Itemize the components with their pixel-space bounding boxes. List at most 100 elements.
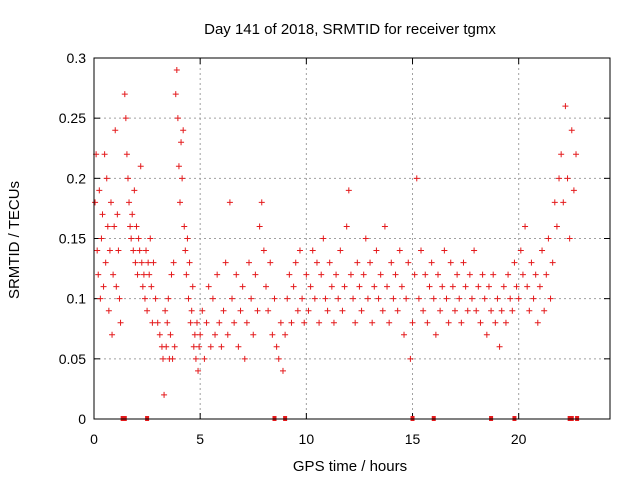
x-tick-label: 5 [196, 431, 204, 447]
data-point [152, 295, 159, 302]
data-point [573, 151, 580, 158]
data-point [167, 331, 174, 338]
data-point [101, 151, 108, 158]
data-point [301, 319, 308, 326]
data-point [322, 295, 329, 302]
data-point [526, 307, 533, 314]
data-point [367, 259, 374, 266]
data-point [384, 283, 391, 290]
data-point [231, 319, 238, 326]
y-axis-label: SRMTID / TECUs [6, 181, 23, 299]
grid-lines [94, 58, 610, 419]
data-point [133, 223, 140, 230]
data-point [560, 199, 567, 206]
data-point [488, 307, 495, 314]
data-point [407, 355, 414, 362]
data-point [341, 283, 348, 290]
data-point [116, 295, 123, 302]
data-point [288, 319, 295, 326]
data-point [265, 307, 272, 314]
y-tick-label: 0.25 [59, 110, 86, 126]
data-point [99, 211, 106, 218]
data-point [568, 127, 575, 134]
x-tick-label: 10 [299, 431, 315, 447]
data-point [350, 295, 357, 302]
data-point [354, 259, 361, 266]
data-point [394, 307, 401, 314]
data-point [471, 247, 478, 254]
data-point [437, 307, 444, 314]
data-point [517, 247, 524, 254]
data-point [449, 283, 456, 290]
data-point [530, 295, 537, 302]
data-point [248, 295, 255, 302]
data-point [147, 235, 154, 242]
data-point [439, 283, 446, 290]
data-point [267, 259, 274, 266]
data-point [462, 283, 469, 290]
data-point [107, 199, 114, 206]
data-point [128, 235, 135, 242]
data-point [123, 151, 130, 158]
data-point [95, 271, 102, 278]
data-point [182, 247, 189, 254]
data-point [162, 307, 169, 314]
data-point [241, 355, 248, 362]
data-point [254, 307, 261, 314]
data-point [464, 307, 471, 314]
data-point [220, 307, 227, 314]
data-point [424, 319, 431, 326]
data-point [129, 211, 136, 218]
data-point [330, 319, 337, 326]
data-point [185, 295, 192, 302]
data-point [388, 259, 395, 266]
data-point [511, 259, 518, 266]
data-point [333, 271, 340, 278]
data-point [507, 295, 514, 302]
data-point [188, 307, 195, 314]
data-point [343, 223, 350, 230]
data-point [373, 247, 380, 254]
data-point [481, 295, 488, 302]
data-point [553, 223, 560, 230]
data-point [279, 367, 286, 374]
data-point [134, 271, 141, 278]
data-point [169, 355, 176, 362]
data-point [212, 331, 219, 338]
data-point [136, 247, 143, 254]
data-point [326, 259, 333, 266]
data-point [94, 247, 101, 254]
data-point [364, 295, 371, 302]
data-point [177, 199, 183, 206]
data-point [513, 283, 520, 290]
data-point [502, 319, 509, 326]
data-point [430, 295, 437, 302]
data-point [246, 259, 253, 266]
data-point [347, 271, 354, 278]
data-point [451, 307, 458, 314]
data-point [260, 247, 267, 254]
data-point [505, 271, 512, 278]
data-point [313, 259, 320, 266]
data-point [426, 283, 433, 290]
data-point [124, 175, 131, 182]
data-point [192, 355, 199, 362]
data-point [168, 271, 175, 278]
data-point [435, 271, 441, 278]
data-point [110, 271, 117, 278]
data-point [468, 295, 475, 302]
data-point [197, 331, 204, 338]
data-point [345, 187, 352, 194]
data-point [269, 331, 276, 338]
data-point [277, 319, 284, 326]
data-point [396, 247, 403, 254]
data-point [286, 271, 293, 278]
data-point [175, 163, 182, 170]
data-point [209, 295, 216, 302]
y-tick-label: 0.1 [67, 291, 87, 307]
data-point [549, 259, 556, 266]
data-point [165, 295, 172, 302]
data-point [113, 283, 120, 290]
data-point [205, 283, 212, 290]
data-point [203, 319, 210, 326]
